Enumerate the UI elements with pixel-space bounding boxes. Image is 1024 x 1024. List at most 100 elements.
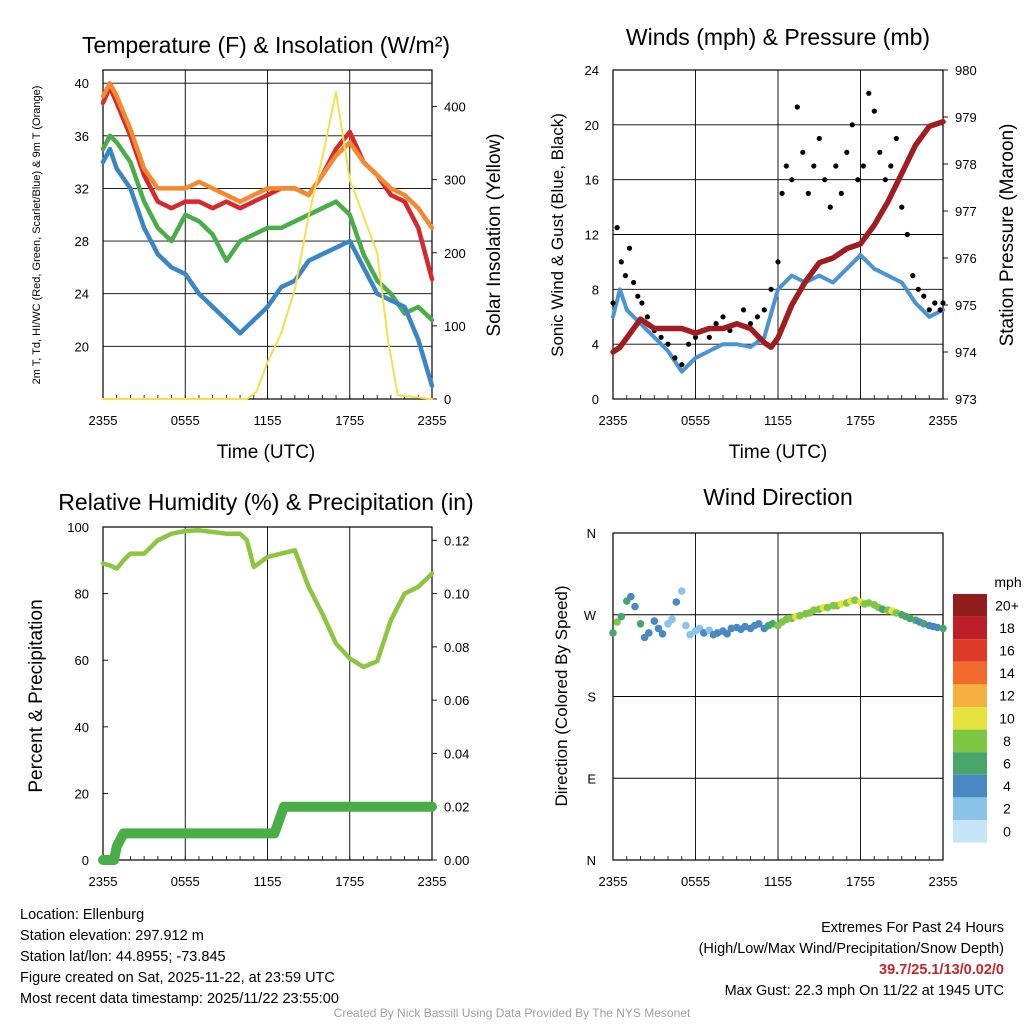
gust-point xyxy=(888,163,894,169)
legend-swatch xyxy=(953,594,987,617)
temperature-chart: 2355 0555 1155 1755 235520242832364001002003… xyxy=(75,69,466,428)
temperature-x-tick-label: 0555 xyxy=(171,413,200,428)
direction-point xyxy=(755,620,763,628)
direction-point xyxy=(672,598,681,606)
legend-swatch xyxy=(953,639,987,662)
humidity-left-tick-label: 0 xyxy=(82,853,89,868)
gust-point xyxy=(768,286,774,292)
station-info: Location: Ellenburg Station elevation: 2… xyxy=(20,905,339,1010)
gust-point xyxy=(672,355,678,361)
humidity-left-tick-label: 20 xyxy=(75,786,89,801)
humidity-chart: 2355 0555 1155 1755 23550204060801000.000.02… xyxy=(67,520,469,889)
legend-level-label: 12 xyxy=(999,688,1015,704)
gust-point xyxy=(626,245,633,251)
legend-swatch xyxy=(953,774,987,798)
direction-point xyxy=(613,618,621,626)
sonic-wind-line xyxy=(611,253,945,374)
direction-point xyxy=(654,624,663,633)
extremes-values: 39.7/25.1/13/0.02/0 xyxy=(879,962,1004,978)
legend-level-label: 10 xyxy=(999,710,1015,726)
humidity-left-tick-label: 100 xyxy=(67,520,89,535)
gust-point xyxy=(665,341,671,347)
gust-point xyxy=(631,279,637,286)
legend-level-label: 0 xyxy=(1003,823,1011,839)
gust-point xyxy=(811,163,817,169)
direction-point xyxy=(650,617,659,625)
gust-point xyxy=(877,149,883,155)
legend-level-label: 8 xyxy=(1003,733,1011,749)
gust-point xyxy=(838,190,844,196)
legend-swatch xyxy=(953,707,987,730)
temperature-right-tick-label: 400 xyxy=(444,100,466,115)
gust-point xyxy=(940,300,946,306)
created-text: Figure created on Sat, 2025-11-22, at 23… xyxy=(20,970,335,986)
temperature-series-line-4 xyxy=(100,146,435,389)
gust-point xyxy=(827,204,833,210)
humidity-right-tick-label: 0.02 xyxy=(444,800,469,815)
wind-direction-tick-label: N xyxy=(587,526,596,541)
gust-point xyxy=(779,190,785,196)
extremes-subtitle: (High/Low/Max Wind/Precipitation/Snow De… xyxy=(698,941,1004,957)
temperature-right-tick-label: 0 xyxy=(444,392,451,407)
temperature-right-tick-label: 100 xyxy=(444,319,466,334)
credit-text: Created By Nick Bassill Using Data Provi… xyxy=(333,1006,691,1020)
legend-level-label: 20+ xyxy=(995,597,1019,613)
winds-right-tick-label: 976 xyxy=(955,251,977,266)
gust-point xyxy=(783,163,789,169)
winds-left-tick-label: 12 xyxy=(585,228,599,243)
winds-right-tick-label: 975 xyxy=(955,298,977,313)
winds-right-tick-label: 973 xyxy=(955,392,977,407)
humidity-left-tick-label: 80 xyxy=(75,587,89,602)
pressure-line xyxy=(610,118,946,355)
gust-point xyxy=(754,314,761,320)
winds-x-tick-label: 1755 xyxy=(846,413,875,428)
direction-point xyxy=(617,612,626,621)
gust-point xyxy=(871,108,877,114)
humidity-right-tick-label: 0.06 xyxy=(444,693,469,708)
gust-point xyxy=(706,334,712,340)
temperature-left-tick-label: 28 xyxy=(75,234,89,249)
direction-point xyxy=(678,587,686,595)
wind-direction-tick-label: E xyxy=(587,771,596,786)
temperature-x-tick-label: 1155 xyxy=(254,413,282,428)
humidity-x-tick-label: 2355 xyxy=(418,874,447,889)
winds-right-tick-label: 979 xyxy=(955,110,977,125)
extremes-info: Extremes For Past 24 Hours (High/Low/Max… xyxy=(699,918,1004,1002)
speed-color-legend: 20+ 18 16 14 12 10 8 6 4 2 0 xyxy=(953,594,1019,843)
direction-point xyxy=(631,602,639,611)
gust-point xyxy=(910,273,916,279)
gust-point xyxy=(635,293,641,299)
wind-direction-panel-title: Wind Direction xyxy=(703,484,853,510)
gust-point xyxy=(855,177,861,183)
gust-point xyxy=(932,300,938,306)
direction-point xyxy=(609,629,617,637)
humidity-left-axis-label: Percent & Precipitation xyxy=(26,599,47,792)
temperature-series-line-2 xyxy=(100,80,435,231)
gust-point xyxy=(618,259,624,265)
gust-point xyxy=(610,300,616,306)
legend-level-label: 14 xyxy=(999,665,1015,681)
winds-right-tick-label: 978 xyxy=(955,157,977,172)
temperature-right-axis-label: Solar Insolation (Yellow) xyxy=(484,133,505,336)
humidity-right-tick-label: 0.12 xyxy=(444,533,469,548)
gust-point xyxy=(789,177,795,183)
gust-point xyxy=(937,307,943,313)
gust-point xyxy=(761,307,767,313)
temperature-x-tick-label: 1755 xyxy=(335,413,364,428)
elevation-text: Station elevation: 297.912 m xyxy=(20,928,204,944)
gust-point xyxy=(639,300,645,306)
winds-panel-title: Winds (mph) & Pressure (mb) xyxy=(626,24,930,50)
humidity-x-tick-label: 1155 xyxy=(254,874,282,889)
temperature-series-line-3 xyxy=(100,133,435,323)
winds-chart: 2355 0555 1155 1755 235504812162024973974975… xyxy=(585,63,977,428)
gust-point xyxy=(915,286,921,292)
legend-swatch xyxy=(953,661,987,685)
humidity-left-tick-label: 60 xyxy=(75,653,89,668)
temperature-x-tick-label: 2355 xyxy=(418,413,447,428)
humidity-panel-title: Relative Humidity (%) & Precipitation (i… xyxy=(58,489,473,515)
gust-point xyxy=(692,334,699,340)
gust-point xyxy=(822,177,828,183)
gust-point xyxy=(686,341,692,347)
